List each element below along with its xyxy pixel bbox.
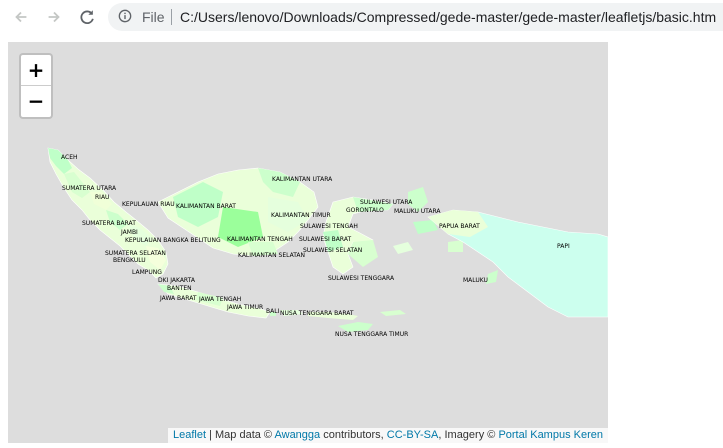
region-label: PAPUA BARAT bbox=[439, 223, 480, 230]
attribution-text: , Imagery © bbox=[438, 429, 499, 441]
indonesia-map[interactable]: ACEH SUMATERA UTARA RIAU KEPULAUAN RIAU … bbox=[8, 42, 608, 443]
region-label: SUMATERA BARAT bbox=[82, 220, 136, 227]
region-label: KALIMANTAN BARAT bbox=[176, 203, 236, 210]
region-label: NUSA TENGGARA BARAT bbox=[280, 310, 354, 317]
region-label: SULAWESI BARAT bbox=[299, 236, 351, 243]
forward-button[interactable] bbox=[43, 6, 65, 28]
region-label: KEPULAUAN BANGKA BELITUNG bbox=[125, 237, 221, 244]
back-button[interactable] bbox=[10, 6, 32, 28]
browser-toolbar: File C:/Users/lenovo/Downloads/Compresse… bbox=[0, 0, 723, 34]
region-label: KALIMANTAN UTARA bbox=[272, 176, 333, 183]
info-icon[interactable] bbox=[118, 9, 132, 23]
address-bar[interactable]: File C:/Users/lenovo/Downloads/Compresse… bbox=[108, 3, 723, 31]
region-label: SUMATERA SELATAN bbox=[105, 250, 166, 257]
region-label: NUSA TENGGARA TIMUR bbox=[335, 331, 408, 338]
region-label: SUMATERA UTARA bbox=[62, 185, 117, 192]
forward-arrow-icon bbox=[48, 11, 60, 23]
back-arrow-icon bbox=[15, 11, 27, 23]
region-label: LAMPUNG bbox=[132, 269, 162, 276]
region-label: BANTEN bbox=[167, 285, 192, 292]
region-label: JAWA TIMUR bbox=[226, 304, 263, 311]
region-label: SULAWESI SELATAN bbox=[303, 247, 362, 254]
file-label: File bbox=[142, 9, 165, 25]
zoom-in-button[interactable]: + bbox=[21, 55, 51, 86]
awangga-link[interactable]: Awangga bbox=[274, 429, 321, 441]
region-label: KALIMANTAN TIMUR bbox=[271, 212, 331, 219]
region-label: MALUKU UTARA bbox=[394, 208, 441, 215]
region-label: PAPI bbox=[557, 243, 570, 250]
nusa-tenggara-islands[interactable] bbox=[270, 310, 406, 332]
region-label: SULAWESI TENGAH bbox=[300, 223, 358, 230]
zoom-out-button[interactable]: − bbox=[27, 89, 45, 113]
region-label: KEPULAUAN RIAU bbox=[122, 201, 175, 208]
map-attribution: Leaflet | Map data © Awangga contributor… bbox=[168, 428, 608, 443]
leaflet-link[interactable]: Leaflet bbox=[173, 429, 207, 441]
attribution-text: | Map data © bbox=[206, 429, 275, 441]
license-link[interactable]: CC-BY-SA bbox=[386, 429, 439, 441]
region-label: GORONTALO bbox=[346, 207, 384, 214]
region-label: JAWA BARAT bbox=[159, 295, 197, 302]
sumatra-island[interactable] bbox=[47, 147, 169, 279]
region-label: ACEH bbox=[61, 154, 78, 161]
maluku-islands[interactable] bbox=[393, 187, 498, 284]
address-divider bbox=[171, 9, 172, 25]
portal-link[interactable]: Portal Kampus Keren bbox=[498, 429, 603, 441]
reload-button[interactable] bbox=[76, 6, 98, 28]
region-label: RIAU bbox=[95, 194, 109, 201]
region-label: KALIMANTAN TENGAH bbox=[227, 236, 293, 243]
zoom-control: + − bbox=[19, 53, 53, 119]
region-label: SULAWESI TENGGARA bbox=[328, 275, 395, 282]
java-island[interactable] bbox=[157, 283, 271, 319]
region-label: JAMBI bbox=[120, 229, 138, 236]
region-label: JAWA TENGAH bbox=[198, 296, 241, 303]
papua-island[interactable] bbox=[427, 209, 608, 318]
map-container[interactable]: ACEH SUMATERA UTARA RIAU KEPULAUAN RIAU … bbox=[8, 42, 608, 443]
sulawesi-island[interactable] bbox=[322, 196, 394, 275]
region-label: BALI bbox=[266, 308, 280, 315]
region-label: SULAWESI UTARA bbox=[360, 199, 413, 206]
region-label: MALUKU bbox=[463, 277, 488, 284]
kalimantan-island[interactable] bbox=[157, 167, 319, 257]
region-label: DKI JAKARTA bbox=[158, 277, 196, 284]
url-text[interactable]: C:/Users/lenovo/Downloads/Compressed/ged… bbox=[180, 9, 717, 25]
reload-icon bbox=[80, 10, 94, 25]
region-label: BENGKULU bbox=[113, 257, 146, 264]
attribution-text: contributors, bbox=[320, 429, 387, 441]
region-label: KALIMANTAN SELATAN bbox=[238, 252, 305, 259]
